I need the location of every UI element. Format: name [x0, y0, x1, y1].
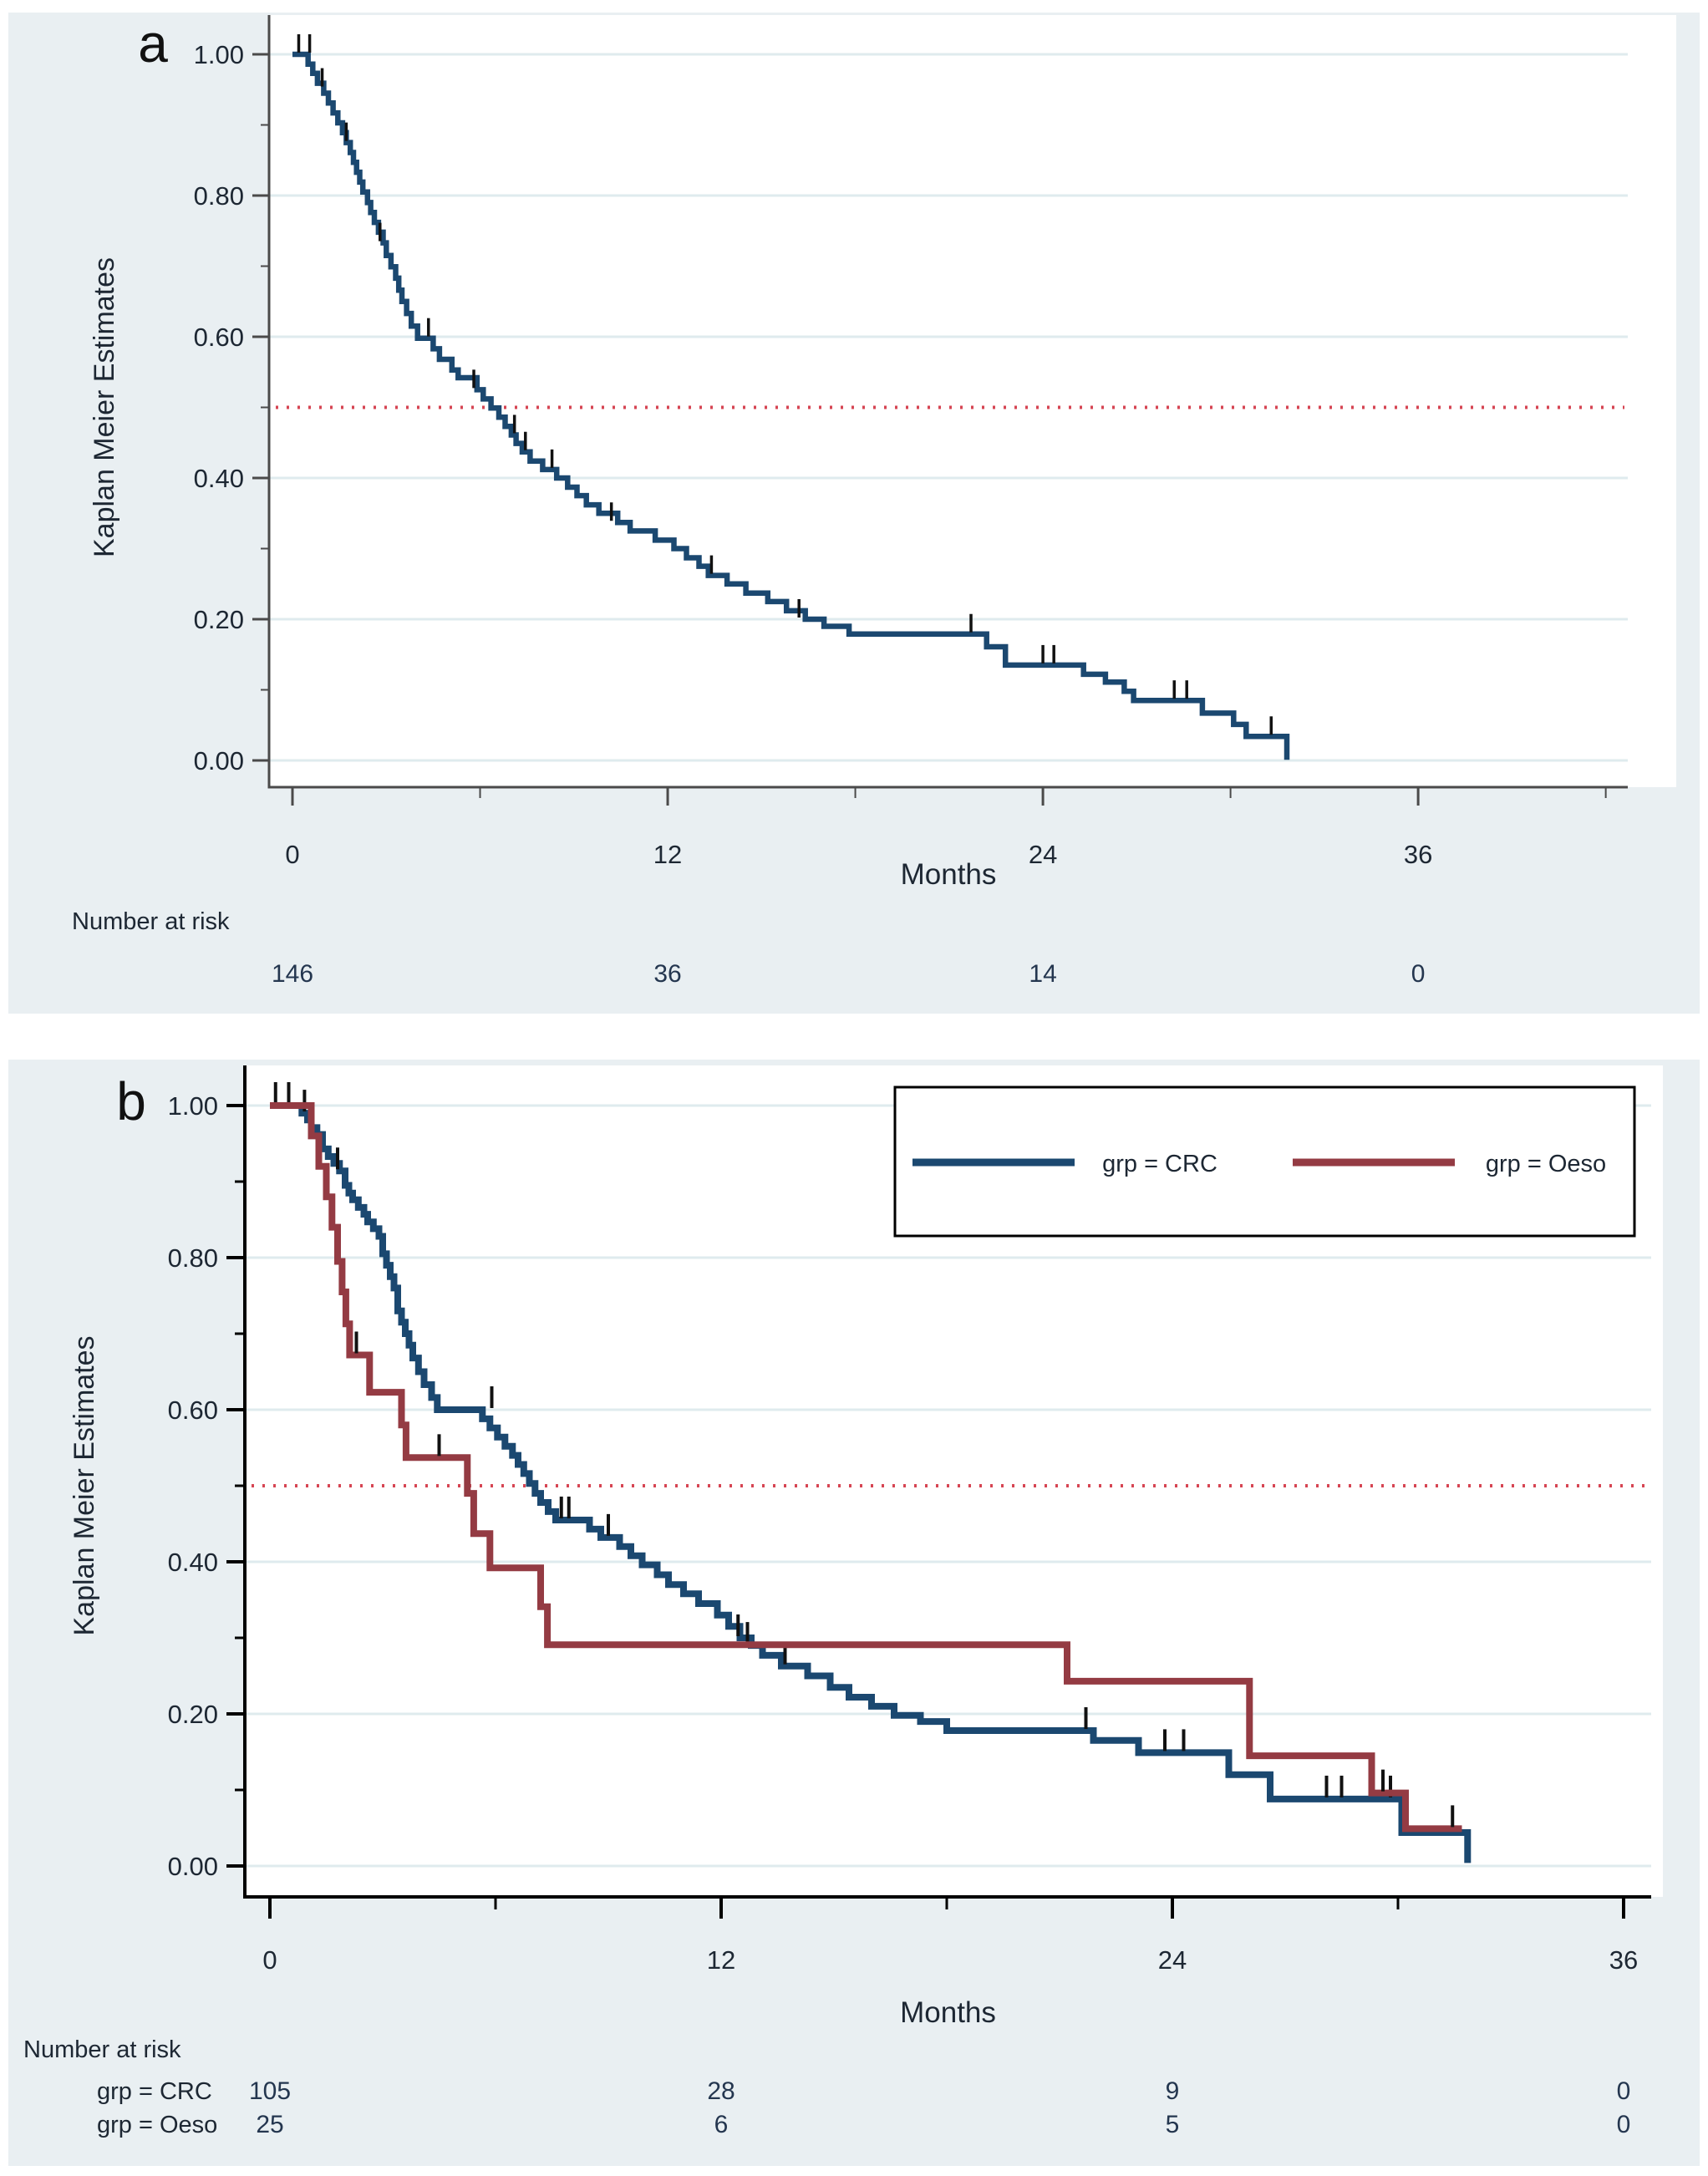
- x-tick-label: 24: [1029, 840, 1057, 869]
- km-curve-grp-crc: [270, 1102, 1472, 1863]
- at-risk-count: 146: [272, 960, 313, 988]
- at-risk-count: 6: [714, 2111, 729, 2138]
- y-tick-label: 0.60: [194, 323, 244, 352]
- y-tick-label: 0.40: [194, 464, 244, 493]
- at-risk-count: 28: [707, 2077, 735, 2105]
- at-risk-count: 14: [1029, 960, 1056, 988]
- x-tick-label: 24: [1158, 1945, 1187, 1975]
- at-risk-count: 36: [653, 960, 681, 988]
- at-risk-count: 0: [1617, 2077, 1631, 2105]
- panel-b: 1.00 0.80 0.60 0.40 0.20 0.00 0 12 24 36 Months Kap…: [8, 1060, 1700, 2166]
- y-tick-label: 0.20: [168, 1700, 218, 1729]
- y-axis-title: Kaplan Meier Estimates: [69, 1335, 100, 1635]
- panel-letter-a: a: [138, 13, 168, 74]
- km-curve-grp-oeso: [270, 1102, 1462, 1833]
- legend-label-2: grp = Oeso: [1486, 1151, 1606, 1177]
- y-tick-label: 1.00: [168, 1091, 218, 1121]
- x-tick-label: 0: [285, 840, 299, 869]
- at-risk-count: 105: [249, 2077, 291, 2105]
- at-risk-count: 9: [1166, 2077, 1180, 2105]
- x-axis-title: Months: [901, 858, 997, 891]
- x-tick-label: 12: [707, 1945, 735, 1975]
- at-risk-row-label: grp = CRC: [97, 2078, 212, 2105]
- y-tick-label: 0.80: [168, 1243, 218, 1273]
- plot-area: [269, 15, 1676, 787]
- y-tick-label: 1.00: [194, 40, 244, 69]
- at-risk-row-label: grp = Oeso: [97, 2112, 217, 2138]
- y-tick-label: 0.40: [168, 1548, 218, 1577]
- y-tick-label: 0.00: [168, 1852, 218, 1881]
- x-tick-label: 36: [1404, 840, 1432, 869]
- y-tick-label: 0.00: [194, 746, 244, 775]
- km-curve-overall: [292, 51, 1290, 760]
- panel-letter-b: b: [116, 1071, 146, 1131]
- y-tick-label: 0.20: [194, 605, 244, 634]
- x-tick-label: 0: [262, 1945, 277, 1975]
- at-risk-title: Number at risk: [23, 2036, 181, 2063]
- y-axis-title: Kaplan Meier Estimates: [89, 257, 120, 557]
- at-risk-count: 0: [1617, 2111, 1631, 2138]
- y-tick-label: 0.80: [194, 181, 244, 211]
- at-risk-count: 25: [256, 2111, 283, 2138]
- at-risk-title: Number at risk: [72, 908, 230, 935]
- legend-label-1: grp = CRC: [1102, 1151, 1217, 1177]
- x-axis-title: Months: [900, 1996, 996, 2029]
- at-risk-count: 0: [1411, 960, 1426, 988]
- at-risk-count: 5: [1166, 2111, 1180, 2138]
- panel-a: 1.00 0.80 0.60 0.40 0.20 0.00 0 12 24 36 Months Kap…: [8, 13, 1700, 1014]
- x-tick-label: 12: [653, 840, 682, 869]
- y-tick-label: 0.60: [168, 1396, 218, 1425]
- x-tick-label: 36: [1609, 1945, 1638, 1975]
